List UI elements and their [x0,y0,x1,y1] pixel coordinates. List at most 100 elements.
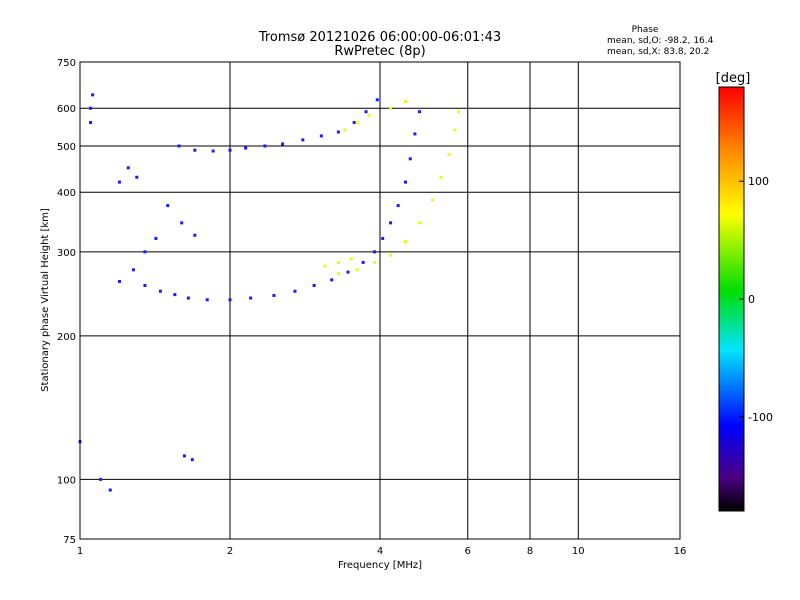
data-point [117,180,121,184]
data-point [349,257,353,261]
data-point [361,260,365,264]
data-point [336,272,340,276]
data-point [158,289,162,293]
data-point [263,144,267,148]
data-point [281,142,285,146]
y-tick-label: 200 [57,332,76,343]
chart-title: Tromsø 20121026 06:00:00-06:01:43 [258,30,501,45]
data-point [108,488,112,492]
data-point [319,134,323,138]
y-tick-label: 300 [57,248,76,259]
stats-x: mean, sd,X: 83.8, 20.2 [607,47,709,57]
data-point [453,128,457,132]
y-tick-label: 500 [57,142,76,153]
data-point [355,121,359,125]
data-point [431,198,435,202]
data-point [228,298,232,302]
x-tick-label: 6 [465,546,471,557]
data-point [228,148,232,152]
data-point [457,110,461,114]
x-tick-label: 2 [227,546,233,557]
data-point [117,279,121,283]
data-point [126,166,130,170]
data-point [352,121,356,125]
y-tick-label: 75 [63,535,76,546]
x-tick-label: 1 [77,546,83,557]
data-point [166,204,170,208]
data-point [389,106,393,110]
data-point [143,250,147,254]
y-tick-label: 400 [57,188,76,199]
data-point [293,289,297,293]
data-point [323,264,327,268]
data-point [249,296,253,300]
data-point [99,477,103,481]
data-point [364,110,368,114]
data-point [301,138,305,142]
data-point [403,180,407,184]
data-point [447,152,451,156]
data-point [272,293,276,297]
data-point [389,221,393,225]
colorbar-label: [deg] [716,71,751,86]
data-point [413,132,417,136]
data-point [205,298,209,302]
x-tick-label: 10 [572,546,585,557]
data-point [135,175,139,179]
stats-o: mean, sd,O: -98.2, 16.4 [607,36,714,46]
data-point [403,240,407,244]
y-axis-label: Stationary phase Virtual Height [km] [40,208,51,392]
colorbar-ticks: -100 0 100 [739,175,773,424]
y-tick-label: 750 [57,58,76,69]
data-point [408,157,412,161]
data-point [389,253,393,257]
data-point [346,270,350,274]
data-point [417,221,421,225]
data-point [91,93,95,97]
y-tick-label: 100 [57,475,76,486]
grid [80,62,680,539]
data-point [177,144,181,148]
data-point [396,204,400,208]
data-point [312,283,316,287]
data-points [78,93,461,492]
data-point [355,268,359,272]
data-point [173,293,177,297]
x-tick-label: 4 [377,546,383,557]
data-point [336,130,340,134]
x-axis-ticks: 1 2 4 6 8 10 16 [77,546,687,557]
data-point [89,106,93,110]
y-tick-label: 600 [57,104,76,115]
data-point [193,233,197,237]
data-point [211,149,215,153]
phase-header: Phase [632,25,659,35]
data-point [417,110,421,114]
plot-frame [79,61,681,540]
data-point [367,113,371,117]
y-axis-ticks: 75 100 200 300 400 500 600 750 [57,58,76,546]
data-point [373,250,377,254]
x-axis-label: Frequency [MHz] [338,560,422,571]
data-point [373,260,377,264]
data-point [131,268,135,272]
data-point [439,175,443,179]
data-point [182,454,186,458]
data-point [190,458,194,462]
data-point [193,148,197,152]
data-point [143,283,147,287]
colorbar-tick-label: 100 [748,175,769,188]
x-tick-label: 16 [674,546,687,557]
data-point [336,260,340,264]
colorbar-tick-label: 0 [748,293,755,306]
data-point [330,278,334,282]
data-point [89,121,93,125]
data-point [375,98,379,102]
data-point [180,221,184,225]
data-point [403,99,407,103]
chart-subtitle: RwPretec (8p) [334,44,425,59]
x-tick-label: 8 [527,546,533,557]
data-point [186,296,190,300]
data-point [343,128,347,132]
data-point [244,146,248,150]
